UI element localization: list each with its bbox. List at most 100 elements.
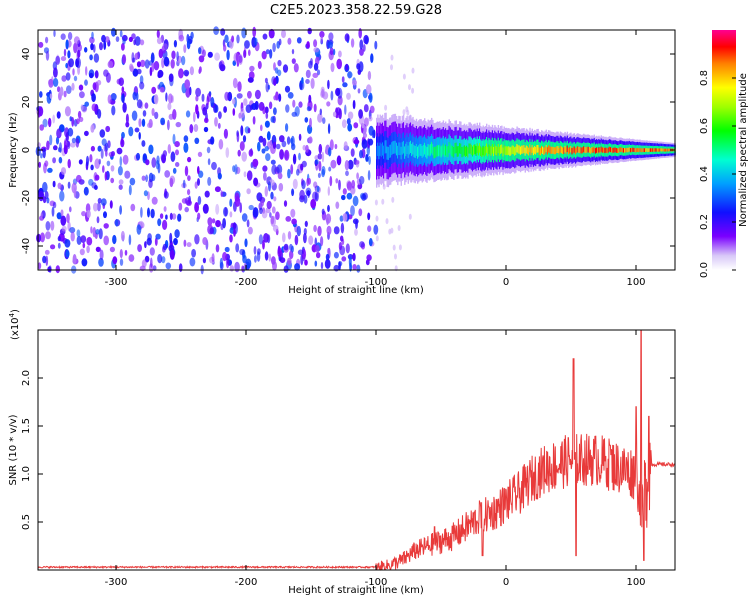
spectrogram-noise-cell (78, 159, 83, 165)
spectrogram-noise-cell (313, 103, 317, 113)
snr-frame (37, 329, 676, 571)
spectrogram-signal-cell (647, 148, 649, 153)
spectrogram-signal-cell (557, 146, 559, 153)
spectrogram-signal-cell (652, 148, 654, 152)
spectrogram-noise-cell (131, 110, 138, 121)
spectrogram-noise-cell (38, 190, 45, 202)
spectrogram-signal-cell (621, 147, 624, 153)
spectrogram-noise-cell (207, 176, 212, 186)
spectrogram-signal-cell (531, 145, 533, 153)
spectrogram-noise-cell (244, 238, 248, 248)
spectrogram-signal-cell (414, 146, 416, 158)
spectrogram-noise-cell (104, 171, 108, 181)
spectrogram-noise-cell (202, 257, 206, 264)
spectrogram-noise-cell (304, 220, 308, 227)
spectrogram-noise-cell (111, 27, 116, 37)
spectrogram-signal-cell (481, 147, 483, 158)
spectrogram-noise-cell (390, 64, 393, 71)
spectrogram-noise-cell (84, 47, 88, 53)
spectrogram-noise-cell (330, 62, 335, 73)
spectrogram-noise-cell (405, 106, 409, 113)
spectrogram-noise-cell (97, 145, 102, 152)
spectrogram-signal-cell (381, 142, 384, 156)
spectrogram-noise-cell (129, 65, 134, 72)
spectrogram-noise-cell (194, 137, 200, 144)
spectrogram-signal-cell (617, 148, 619, 153)
spectrogram-noise-cell (327, 204, 330, 213)
spectrogram-noise-cell (77, 110, 82, 119)
spectrogram-y-tick-label: -20 (21, 190, 32, 206)
spectrogram-noise-cell (232, 98, 236, 105)
spectrogram-noise-cell (215, 203, 220, 215)
spectrogram-signal-cell (553, 147, 556, 155)
spectrogram-noise-cell (184, 206, 189, 213)
spectrogram-noise-cell (327, 79, 330, 90)
spectrogram-noise-cell (193, 111, 196, 123)
spectrogram-signal-cell (605, 147, 607, 153)
spectrogram-signal-cell (453, 146, 455, 158)
spectrogram-noise-cell (264, 145, 269, 152)
spectrogram-noise-cell (99, 42, 103, 51)
spectrogram-noise-cell (46, 140, 50, 151)
spectrogram-noise-cell (191, 248, 197, 258)
spectrogram-noise-cell (333, 226, 340, 235)
spectrogram-noise-cell (369, 105, 375, 114)
spectrogram-noise-cell (258, 135, 264, 143)
spectrogram-noise-cell (285, 216, 292, 222)
spectrogram-noise-cell (98, 257, 104, 267)
spectrogram-noise-cell (319, 31, 325, 38)
spectrogram-signal-cell (543, 147, 545, 155)
spectrogram-signal-cell (570, 146, 572, 153)
spectrogram-noise-cell (336, 107, 341, 116)
spectrogram-noise-cell (268, 181, 271, 192)
spectrogram-signal-cell (523, 145, 525, 154)
spectrogram-noise-cell (112, 256, 118, 265)
spectrogram-signal-cell (538, 147, 540, 155)
spectrogram-signal-cell (420, 144, 422, 156)
spectrogram-signal-cell (556, 146, 558, 154)
spectrogram-signal-cell (476, 143, 478, 154)
spectrogram-signal-cell (591, 147, 593, 153)
spectrogram-noise-cell (96, 202, 101, 212)
spectrogram-noise-cell (363, 104, 369, 113)
spectrogram-noise-cell (161, 57, 165, 69)
spectrogram-noise-cell (359, 241, 365, 248)
spectrogram-noise-cell (37, 262, 42, 270)
spectrogram-noise-cell (305, 144, 309, 153)
spectrogram-signal-cell (409, 140, 412, 153)
spectrogram-noise-cell (157, 254, 163, 264)
spectrogram-noise-cell (67, 127, 74, 137)
spectrogram-noise-cell (266, 200, 272, 210)
spectrogram-noise-cell (84, 101, 89, 107)
spectrogram-noise-cell (239, 141, 245, 151)
spectrogram-signal-cell (620, 147, 622, 152)
spectrogram-noise-cell (368, 116, 373, 122)
figure-title: C2E5.2023.358.22.59.G28 (270, 3, 442, 18)
spectrogram-signal-cell (379, 142, 381, 156)
spectrogram-noise-cell (257, 60, 262, 70)
spectrogram-x-tick-label: -300 (105, 277, 128, 288)
spectrogram-noise-cell (60, 56, 67, 62)
spectrogram-noise-cell (84, 79, 88, 86)
spectrogram-noise-cell (91, 93, 96, 103)
spectrogram-noise-cell (164, 170, 171, 178)
spectrogram-noise-cell (209, 227, 215, 235)
spectrogram-noise-cell (167, 119, 170, 131)
spectrogram-noise-cell (67, 158, 71, 169)
spectrogram-noise-cell (224, 91, 230, 101)
spectrogram-signal-cell (603, 147, 605, 153)
spectrogram-noise-cell (361, 139, 368, 149)
spectrogram-signal-cell (604, 147, 606, 154)
spectrogram-signal-cell (645, 148, 647, 152)
spectrogram-noise-cell (292, 99, 296, 108)
spectrogram-noise-cell (350, 148, 355, 157)
spectrogram-noise-cell (277, 247, 282, 258)
spectrogram-signal-cell (435, 146, 438, 158)
spectrogram-noise-cell (345, 243, 350, 254)
spectrogram-noise-cell (346, 181, 352, 191)
spectrogram-noise-cell (119, 249, 123, 259)
spectrogram-noise-cell (189, 66, 194, 76)
spectrogram-noise-cell (359, 150, 363, 159)
spectrogram-signal-cell (521, 145, 523, 154)
snr-panel: -300 -200 -100 0 100 0.5 1.0 1.5 2.0 Height of … (8, 309, 676, 596)
